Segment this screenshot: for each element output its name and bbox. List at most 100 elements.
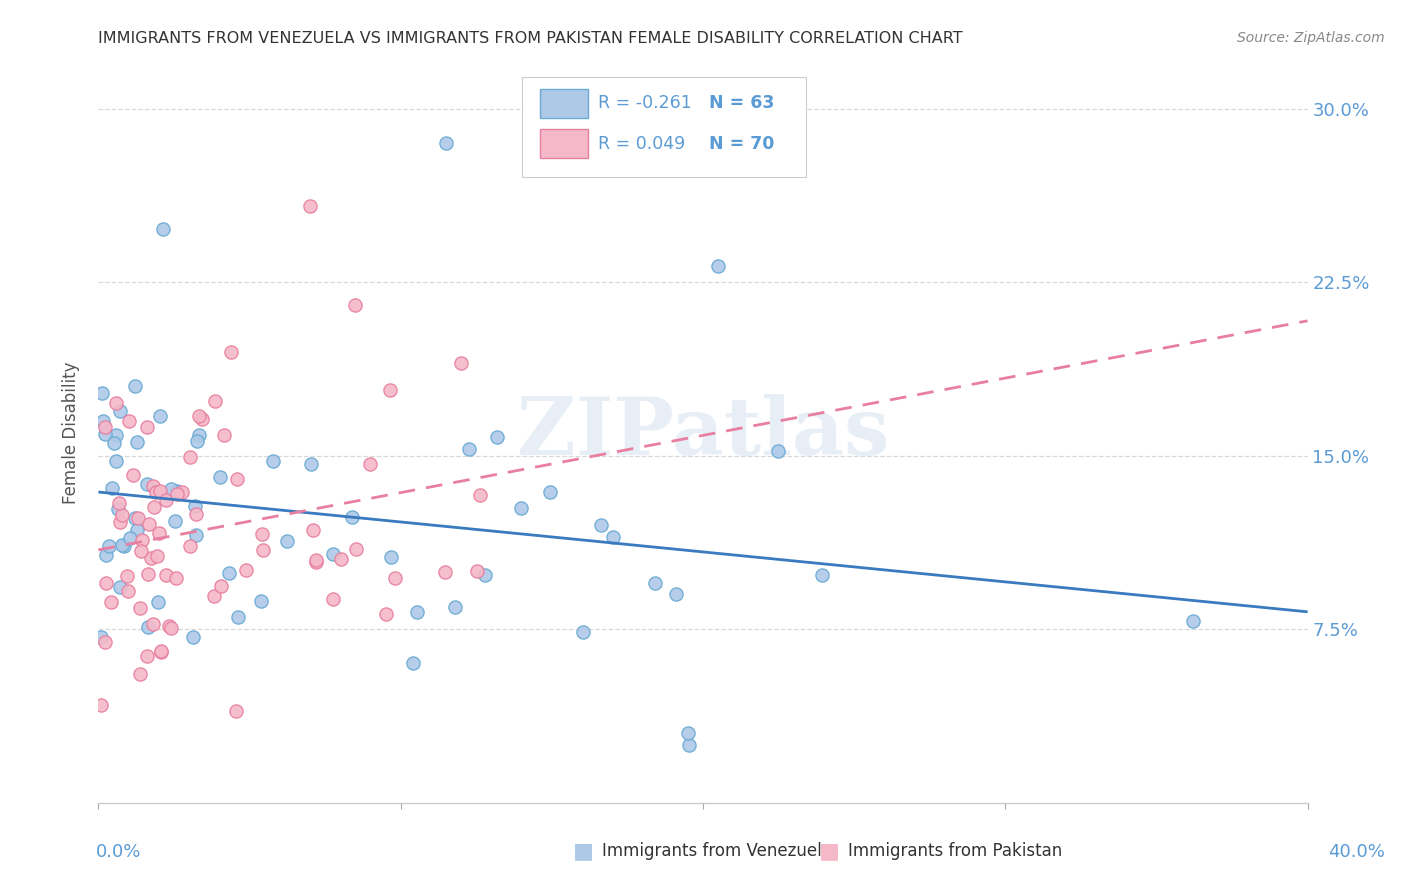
- Point: [359, 458, 381, 472]
- Point: [94, 576, 117, 591]
- Point: [93, 414, 115, 428]
- Point: [146, 549, 169, 563]
- Point: [209, 579, 232, 593]
- Point: [105, 454, 128, 468]
- Point: [486, 430, 509, 444]
- Point: [120, 531, 142, 545]
- Point: [165, 571, 187, 585]
- Point: [103, 436, 125, 450]
- Point: [101, 481, 124, 495]
- Point: [707, 259, 730, 273]
- Point: [214, 428, 236, 442]
- Point: [252, 543, 274, 558]
- Point: [218, 566, 240, 581]
- Point: [330, 552, 353, 566]
- Point: [166, 486, 188, 500]
- Point: [183, 630, 205, 644]
- Point: [148, 526, 170, 541]
- Text: IMMIGRANTS FROM VENEZUELA VS IMMIGRANTS FROM PAKISTAN FEMALE DISABILITY CORRELAT: IMMIGRANTS FROM VENEZUELA VS IMMIGRANTS …: [98, 31, 963, 46]
- Point: [94, 634, 117, 648]
- Point: [235, 563, 257, 577]
- Point: [152, 222, 174, 236]
- Point: [226, 472, 249, 486]
- Point: [190, 411, 212, 425]
- Point: [107, 502, 129, 516]
- Point: [465, 565, 488, 579]
- Point: [380, 549, 402, 564]
- Point: [572, 624, 595, 639]
- Point: [163, 514, 186, 528]
- Point: [121, 468, 143, 483]
- Point: [108, 580, 131, 594]
- Point: [406, 605, 429, 619]
- Point: [179, 450, 201, 464]
- Point: [204, 393, 226, 408]
- Point: [474, 567, 496, 582]
- Point: [202, 590, 225, 604]
- Point: [184, 528, 207, 542]
- Point: [136, 567, 159, 582]
- FancyBboxPatch shape: [540, 129, 588, 158]
- Point: [108, 404, 131, 418]
- Text: Immigrants from Pakistan: Immigrants from Pakistan: [848, 842, 1062, 860]
- Point: [159, 482, 181, 496]
- Point: [344, 541, 367, 556]
- Point: [94, 548, 117, 562]
- Point: [538, 485, 561, 500]
- Text: 40.0%: 40.0%: [1329, 843, 1385, 861]
- Point: [131, 533, 153, 548]
- Point: [143, 500, 166, 515]
- Point: [1181, 614, 1204, 628]
- Point: [142, 616, 165, 631]
- Point: [124, 511, 146, 525]
- Text: N = 63: N = 63: [709, 95, 775, 112]
- Point: [170, 485, 193, 500]
- Point: [433, 565, 456, 579]
- Point: [305, 553, 328, 567]
- Point: [250, 594, 273, 608]
- Point: [509, 501, 531, 516]
- Point: [125, 523, 148, 537]
- Point: [127, 510, 149, 524]
- Point: [91, 386, 114, 401]
- Point: [276, 533, 298, 548]
- Point: [115, 569, 138, 583]
- Text: N = 70: N = 70: [709, 135, 775, 153]
- Point: [225, 704, 247, 718]
- Point: [139, 551, 162, 566]
- Point: [375, 607, 398, 621]
- Point: [118, 414, 141, 428]
- Point: [589, 517, 612, 532]
- Point: [766, 443, 789, 458]
- Text: ■: ■: [574, 841, 593, 861]
- Point: [444, 600, 467, 615]
- Point: [159, 621, 181, 635]
- Point: [602, 530, 624, 544]
- Point: [93, 420, 115, 434]
- Point: [149, 483, 172, 498]
- Text: R = 0.049: R = 0.049: [598, 135, 685, 153]
- Point: [302, 523, 325, 537]
- Text: ZIPatlas: ZIPatlas: [517, 393, 889, 472]
- Point: [108, 496, 131, 510]
- Point: [322, 548, 344, 562]
- Point: [105, 395, 128, 409]
- Point: [166, 483, 188, 498]
- Point: [179, 539, 201, 553]
- Point: [209, 470, 232, 484]
- Point: [145, 484, 167, 499]
- Point: [380, 383, 402, 397]
- Point: [111, 508, 134, 522]
- Point: [468, 488, 491, 502]
- Point: [148, 595, 170, 609]
- Point: [136, 648, 159, 663]
- Point: [117, 584, 139, 599]
- Point: [142, 479, 165, 493]
- Point: [250, 527, 273, 541]
- Point: [187, 409, 209, 423]
- Point: [112, 539, 135, 553]
- Text: Source: ZipAtlas.com: Source: ZipAtlas.com: [1237, 31, 1385, 45]
- Point: [664, 587, 686, 601]
- Point: [219, 344, 242, 359]
- Point: [128, 601, 150, 615]
